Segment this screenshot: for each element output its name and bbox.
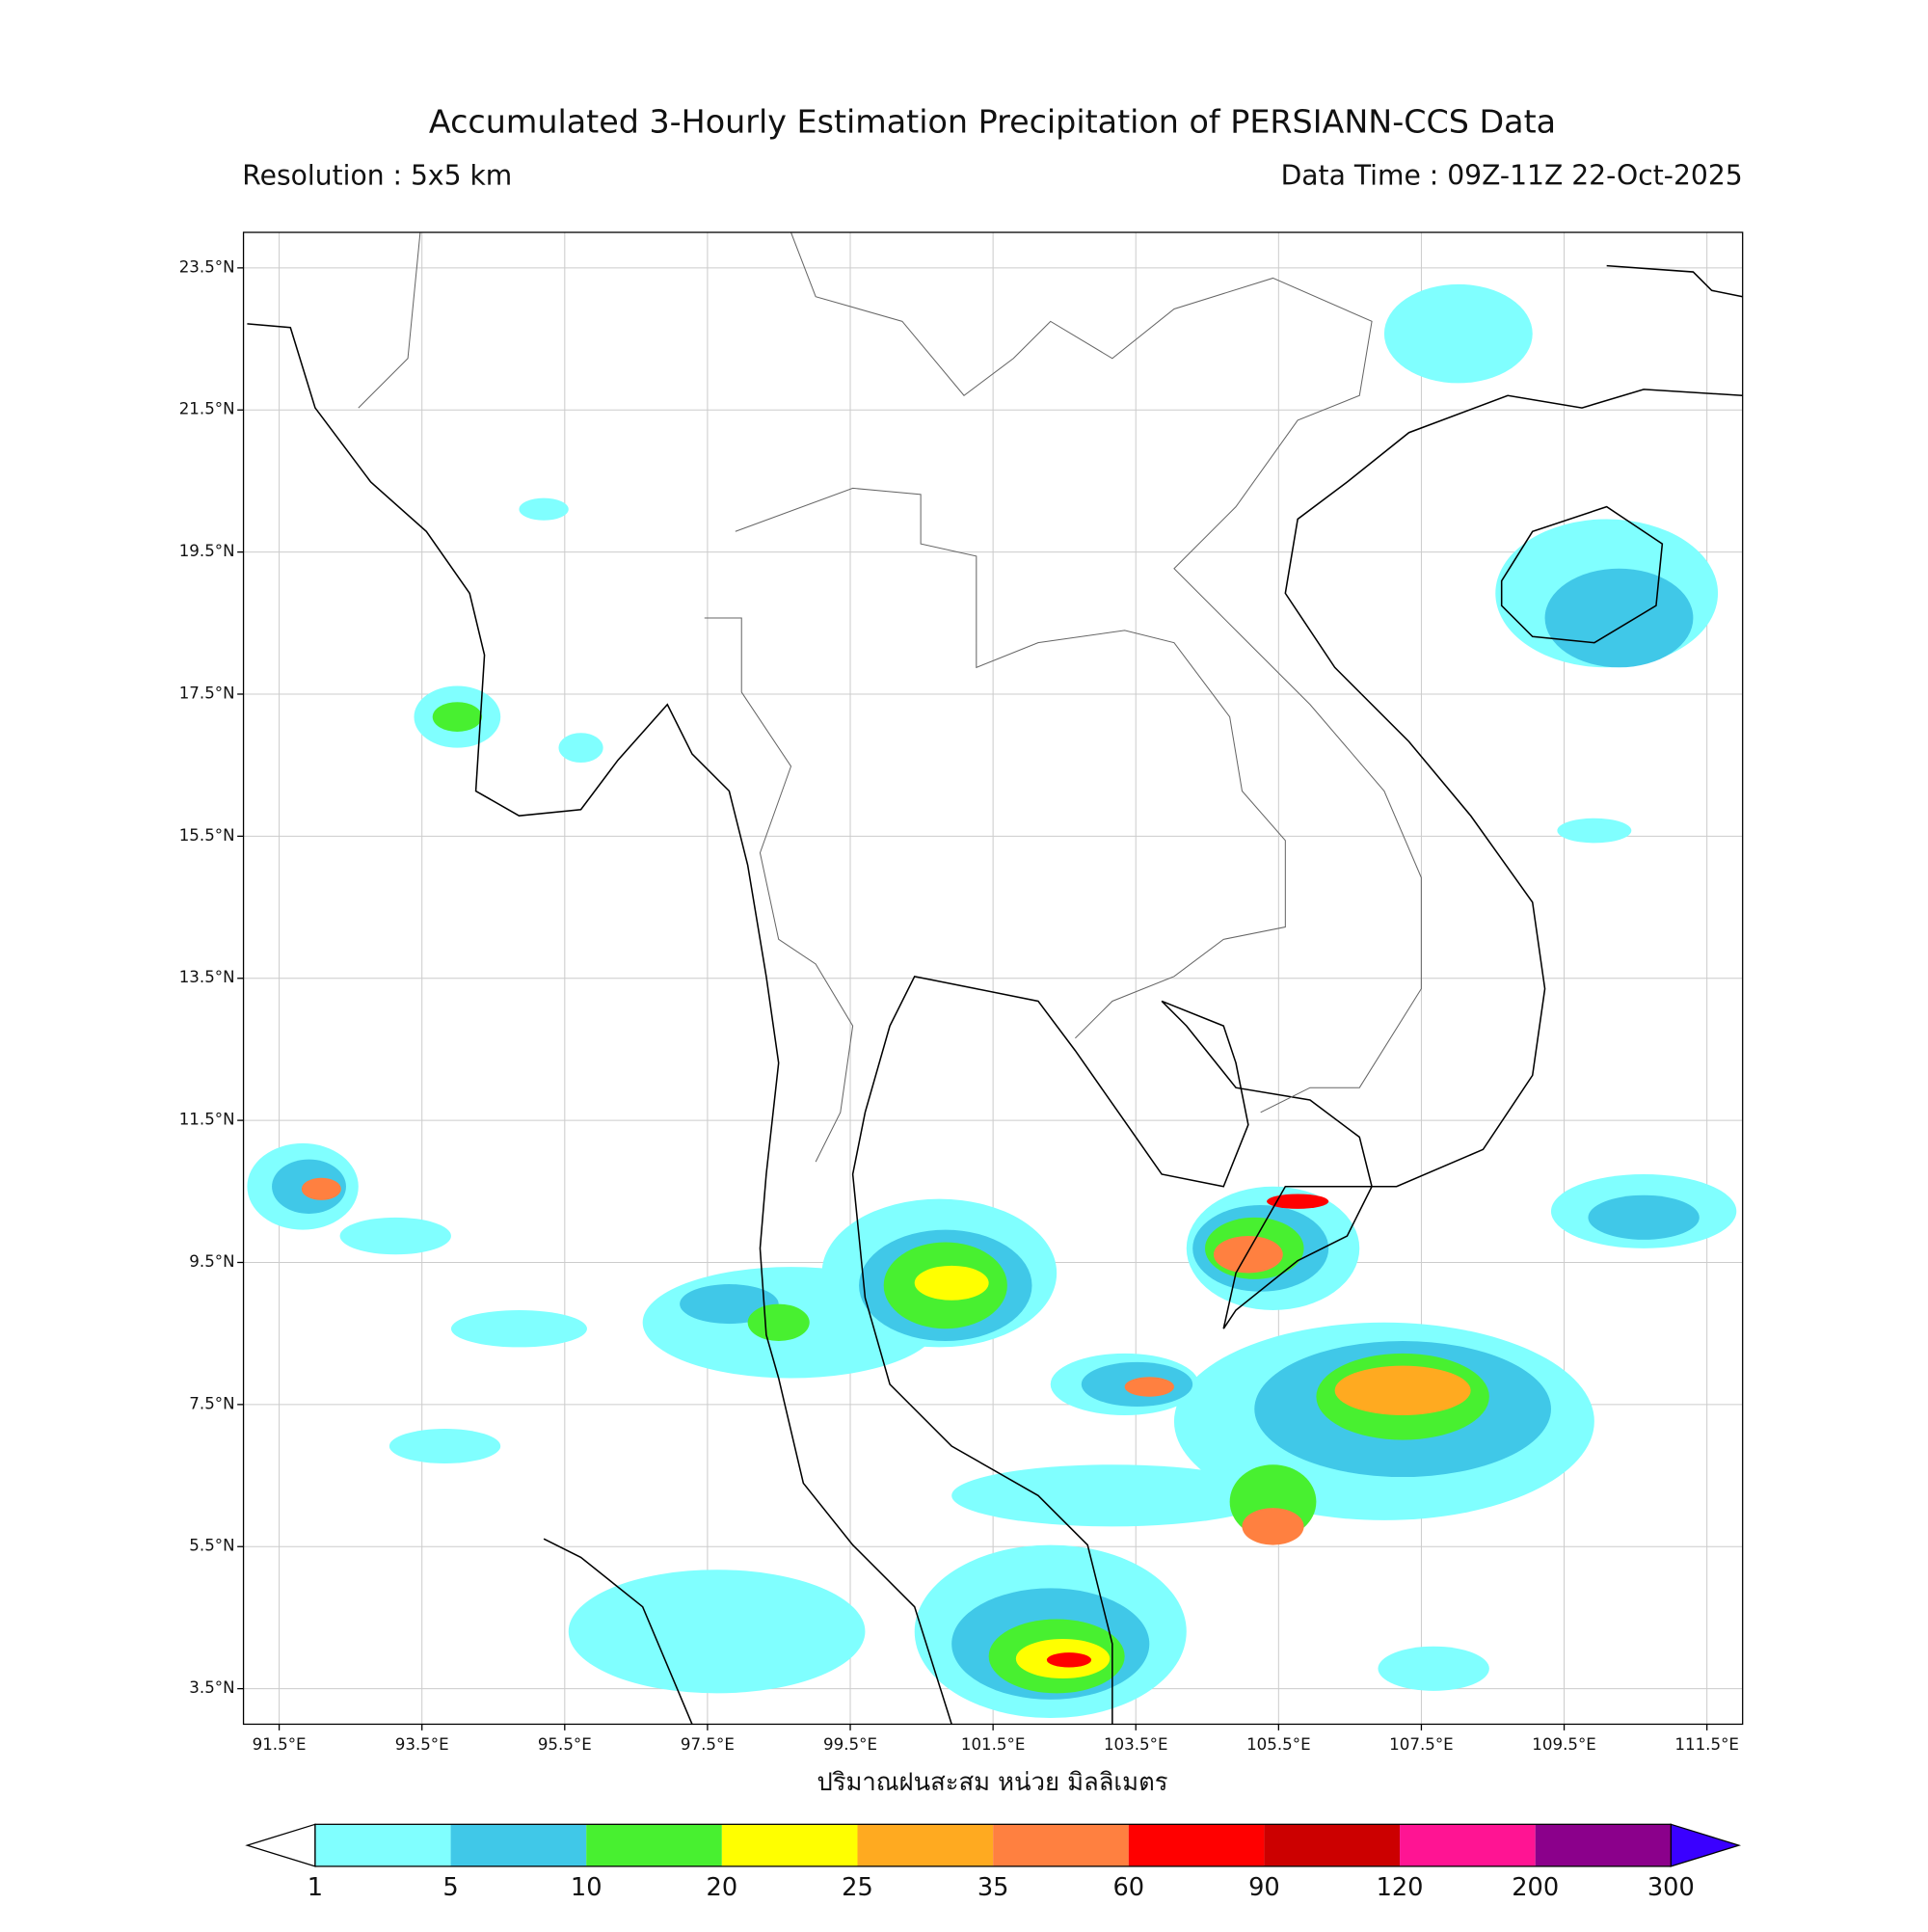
lon-tick-label: 111.5°E <box>1674 1735 1739 1754</box>
east-coast <box>851 389 1743 1725</box>
lat-tick-label: 13.5°N <box>179 968 235 986</box>
hainan <box>1500 505 1664 644</box>
lat-tick-label: 21.5°N <box>179 400 235 418</box>
colorbar-tick-label: 35 <box>977 1873 1009 1902</box>
colorbar-over <box>1670 1823 1742 1867</box>
title: Accumulated 3-Hourly Estimation Precipit… <box>429 103 1556 141</box>
colorbar-segment <box>1535 1824 1672 1866</box>
colorbar-segment <box>857 1824 994 1866</box>
axis-ticks: 91.5°E 93.5°E 95.5°E 97.5°E 99.5°E 101.5°E 103… <box>179 257 1739 1753</box>
precipitation <box>247 283 1737 1719</box>
lon-tick-label: 97.5°E <box>681 1735 735 1754</box>
colorbar-segment <box>1400 1824 1536 1866</box>
boundaries <box>247 232 1743 1725</box>
grid <box>243 232 1743 1725</box>
lon-tick-label: 109.5°E <box>1532 1735 1596 1754</box>
colorbar-tick-label: 60 <box>1112 1873 1144 1902</box>
colorbar-tick-label: 5 <box>442 1873 458 1902</box>
data-time: Data Time : 09Z-11Z 22-Oct-2025 <box>1281 159 1743 191</box>
lon-tick-label: 101.5°E <box>961 1735 1026 1754</box>
lat-tick-label: 5.5°N <box>189 1537 234 1555</box>
colorbar-tick-label: 25 <box>842 1873 873 1902</box>
colorbar-segment <box>1264 1824 1401 1866</box>
colorbar-outline <box>314 1823 1672 1867</box>
lat-tick-label: 3.5°N <box>189 1678 234 1697</box>
lat-tick-label: 7.5°N <box>189 1394 234 1412</box>
colorbar-tick-label: 10 <box>571 1873 602 1902</box>
colorbar-segment <box>586 1824 722 1866</box>
colorbar-tick-label: 1 <box>308 1873 323 1902</box>
lon-tick-label: 95.5°E <box>538 1735 592 1754</box>
colorbar-segment <box>721 1824 858 1866</box>
thailand-border <box>704 487 1286 1163</box>
colorbar-tick-label: 20 <box>707 1873 738 1902</box>
colorbar-segment <box>993 1824 1129 1866</box>
rain-cyan <box>247 283 1737 1719</box>
lat-tick-label: 11.5°N <box>179 1111 235 1129</box>
lon-tick-label: 93.5°E <box>395 1735 449 1754</box>
resolution: Resolution : 5x5 km <box>242 159 512 191</box>
rain-yellow-orange <box>301 1177 1471 1679</box>
lon-tick-label: 91.5°E <box>253 1735 307 1754</box>
lat-tick-label: 15.5°N <box>179 826 235 845</box>
colorbar-segment <box>1128 1824 1265 1866</box>
lon-tick-label: 107.5°E <box>1389 1735 1454 1754</box>
lat-tick-label: 23.5°N <box>179 257 235 276</box>
colorbar-tick-label: 120 <box>1377 1873 1424 1902</box>
colorbar-tick-label: 200 <box>1512 1873 1559 1902</box>
lat-tick-label: 19.5°N <box>179 542 235 560</box>
colorbar-tick-label: 90 <box>1248 1873 1280 1902</box>
colorbar-segment <box>314 1824 451 1866</box>
lat-tick-label: 9.5°N <box>189 1252 234 1271</box>
lon-tick-label: 105.5°E <box>1246 1735 1311 1754</box>
lon-tick-label: 103.5°E <box>1104 1735 1168 1754</box>
country-borders <box>358 232 1422 1114</box>
lat-tick-label: 17.5°N <box>179 684 235 702</box>
west-coast <box>247 323 952 1725</box>
rain-green <box>432 702 1489 1694</box>
colorbar: 1 5 10 20 25 35 60 90 120 200 300 <box>245 1823 1742 1902</box>
lon-tick-label: 99.5°E <box>823 1735 877 1754</box>
colorbar-label: ปริมาณฝนสะสม หน่วย มิลลิเมตร <box>817 1768 1167 1797</box>
other-coast <box>543 264 1743 1725</box>
colorbar-under <box>245 1823 316 1867</box>
colorbar-tick-label: 300 <box>1647 1873 1695 1902</box>
colorbar-segment <box>450 1824 587 1866</box>
